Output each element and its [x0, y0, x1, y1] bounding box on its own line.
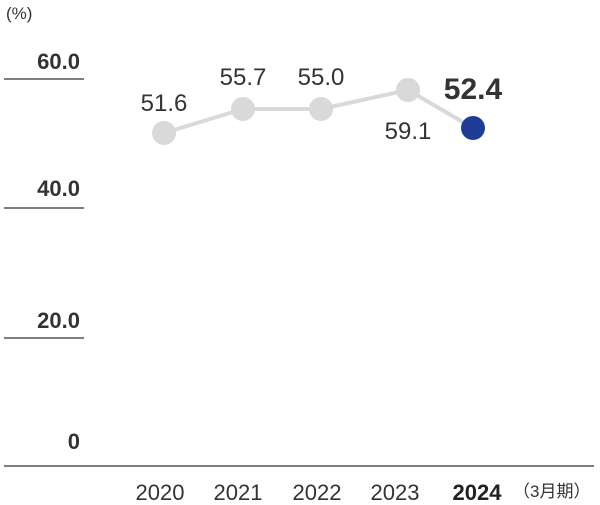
x-tick-label: 2023 — [371, 480, 420, 505]
data-label: 59.1 — [385, 118, 432, 145]
data-label: 55.7 — [220, 64, 267, 91]
data-point — [396, 78, 420, 102]
data-label: 51.6 — [141, 90, 188, 117]
data-point-highlight — [461, 116, 485, 140]
series-share — [152, 78, 485, 145]
y-tick-label: 0 — [68, 429, 80, 454]
data-labels: 51.6 55.7 55.0 59.1 52.4 — [141, 64, 503, 145]
y-tick-label: 20.0 — [37, 308, 80, 333]
x-tick-label: 2024 — [453, 480, 503, 505]
y-tick-label: 60.0 — [37, 49, 80, 74]
data-label: 55.0 — [298, 64, 345, 91]
x-tick-label: 2020 — [136, 480, 185, 505]
data-point — [152, 121, 176, 145]
data-label: 52.4 — [444, 73, 503, 106]
x-unit-label: （3月期） — [513, 482, 590, 501]
x-tick-label: 2021 — [214, 480, 263, 505]
x-axis: 2020 2021 2022 2023 2024 — [136, 480, 503, 505]
y-tick-label: 40.0 — [37, 176, 80, 201]
x-tick-label: 2022 — [293, 480, 342, 505]
y-axis: 0 20.0 40.0 60.0 — [4, 49, 84, 454]
y-unit-label: (%) — [6, 4, 32, 23]
data-point — [231, 97, 255, 121]
data-point — [309, 97, 333, 121]
